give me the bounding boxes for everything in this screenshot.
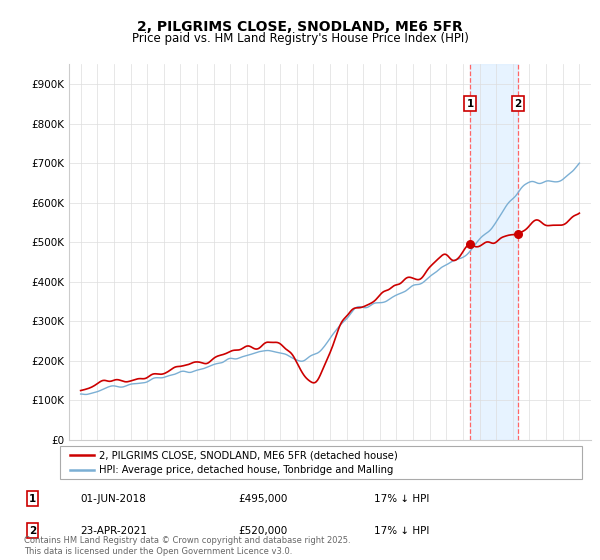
FancyBboxPatch shape [60, 446, 582, 479]
Text: 1: 1 [29, 493, 36, 503]
Bar [470, 64, 518, 440]
Text: 2, PILGRIMS CLOSE, SNODLAND, ME6 5FR: 2, PILGRIMS CLOSE, SNODLAND, ME6 5FR [137, 20, 463, 34]
Text: 01-JUN-2018: 01-JUN-2018 [80, 493, 146, 503]
Text: HPI: Average price, detached house, Tonbridge and Malling: HPI: Average price, detached house, Tonb… [99, 465, 394, 475]
Text: 2: 2 [514, 99, 521, 109]
Text: 17% ↓ HPI: 17% ↓ HPI [374, 526, 429, 536]
Text: 1: 1 [466, 99, 473, 109]
Text: Contains HM Land Registry data © Crown copyright and database right 2025.
This d: Contains HM Land Registry data © Crown c… [24, 536, 350, 556]
Text: £520,000: £520,000 [238, 526, 287, 536]
Text: 2, PILGRIMS CLOSE, SNODLAND, ME6 5FR (detached house): 2, PILGRIMS CLOSE, SNODLAND, ME6 5FR (de… [99, 450, 398, 460]
Point [465, 240, 475, 249]
Text: Price paid vs. HM Land Registry's House Price Index (HPI): Price paid vs. HM Land Registry's House … [131, 32, 469, 45]
Text: 23-APR-2021: 23-APR-2021 [80, 526, 148, 536]
Point [513, 230, 523, 239]
Text: £495,000: £495,000 [238, 493, 287, 503]
Text: 2: 2 [29, 526, 36, 536]
Text: 17% ↓ HPI: 17% ↓ HPI [374, 493, 429, 503]
